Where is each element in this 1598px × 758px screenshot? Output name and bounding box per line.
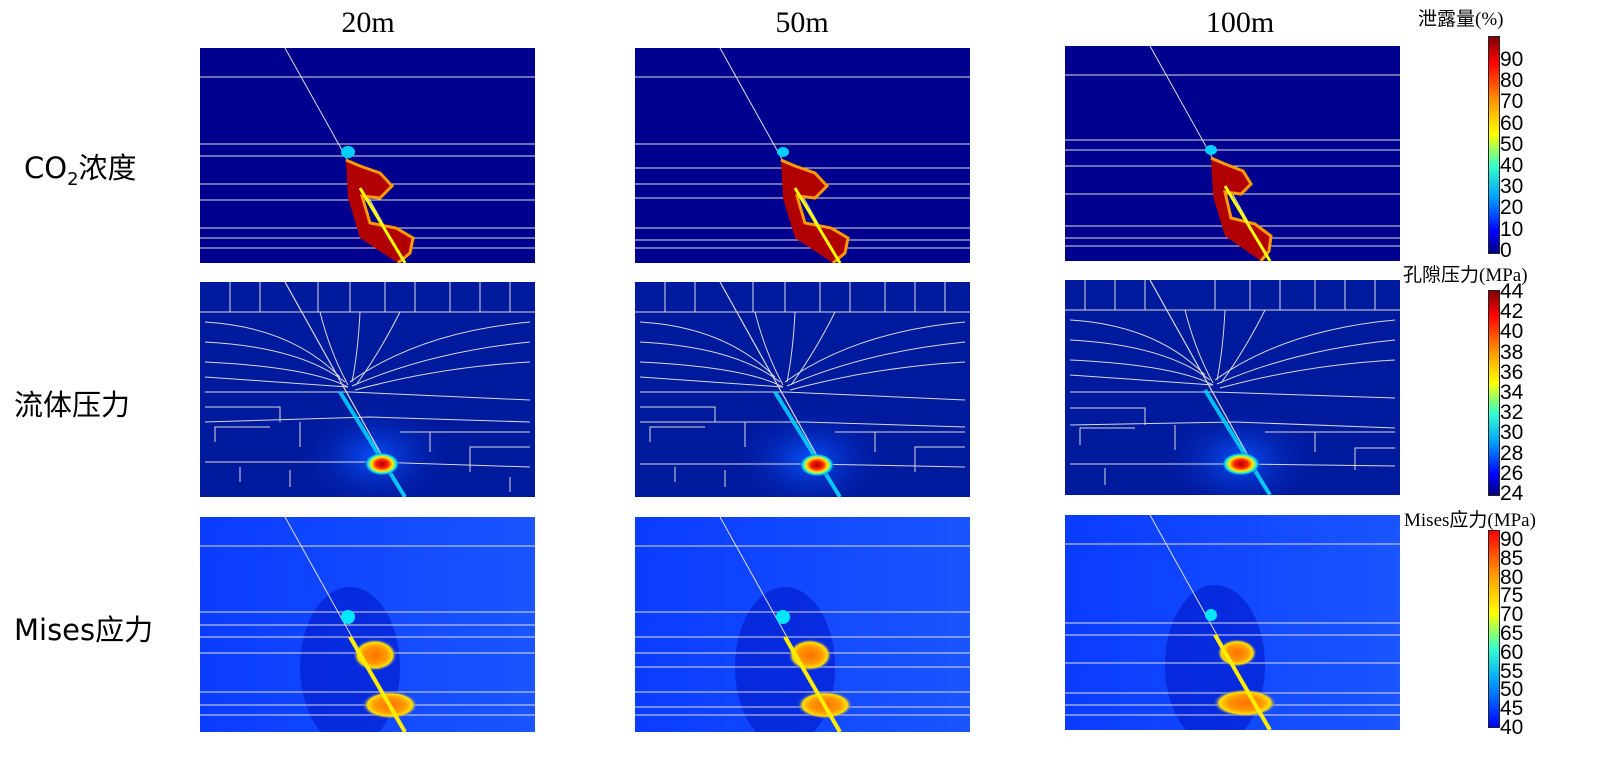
colorbar-tick-label: 26 [1500,461,1524,485]
panel-pressure-50m [635,282,970,497]
column-header-50m: 50m [775,6,829,39]
panel-co2-20m [200,48,535,263]
mises-field-50m [635,517,970,732]
co2-field-50m [635,48,970,263]
row-header-co2-tail: 浓度 [78,151,137,185]
colorbar-tick-label: 42 [1500,300,1524,324]
row-header-co2: CO2浓度 [24,145,137,190]
colorbar-tick-label: 36 [1500,360,1524,384]
colorbar-title-pore-pressure: 孔隙压力(MPa) [1403,265,1528,286]
colorbar-tick-label: 0 [1500,238,1512,262]
colorbar-tick-label: 40 [1500,716,1524,739]
colorbar-tick-label: 90 [1500,48,1524,71]
row-header-co2-sub: 2 [67,168,79,190]
colorbar-tick-label: 28 [1500,441,1524,465]
colorbar-tick-label: 60 [1500,111,1524,135]
panel-mises-20m [200,517,535,732]
colorbar-mises [1488,530,1500,728]
colorbar-tick-label: 38 [1500,340,1524,364]
colorbar-leakage [1488,36,1500,254]
mises-field-100m [1065,515,1400,730]
colorbar-tick-label: 65 [1500,622,1524,645]
colorbar-pore-pressure [1488,290,1500,496]
colorbar-tick-label: 55 [1500,659,1524,683]
colorbar-tick-label: 10 [1500,217,1524,241]
colorbar-tick-label: 80 [1500,69,1524,93]
colorbar-tick-label: 80 [1500,565,1524,589]
pressure-field-100m [1065,280,1400,495]
pressure-field-20m [200,282,535,497]
column-header-100m: 100m [1205,6,1275,39]
colorbar-tick-label: 40 [1500,154,1524,177]
row-header-mises: Mises应力 [14,613,154,647]
colorbar-tick-label: 34 [1500,381,1524,404]
colorbar-tick-label: 70 [1500,603,1524,627]
panel-co2-50m [635,48,970,263]
colorbar-tick-label: 30 [1500,421,1524,445]
colorbar-tick-label: 45 [1500,697,1524,721]
panel-pressure-100m [1065,280,1400,495]
mises-field-20m [200,517,535,732]
colorbar-tick-label: 75 [1500,584,1524,608]
colorbar-tick-label: 24 [1500,482,1524,505]
colorbar-tick-label: 20 [1500,196,1524,220]
colorbar-tick-label: 50 [1500,132,1524,156]
colorbar-tick-label: 32 [1500,401,1524,425]
colorbar-tick-label: 85 [1500,546,1524,570]
colorbar-tick-label: 90 [1500,528,1524,551]
colorbar-tick-label: 40 [1500,320,1524,344]
panel-mises-50m [635,517,970,732]
colorbar-title-leakage: 泄露量(%) [1418,9,1504,30]
row-header-co2-main: CO [24,151,68,185]
column-header-20m: 20m [341,6,395,39]
panel-pressure-20m [200,282,535,497]
co2-field-100m [1065,46,1400,261]
pressure-field-50m [635,282,970,497]
colorbar-tick-label: 44 [1500,280,1524,303]
colorbar-tick-label: 60 [1500,640,1524,664]
row-header-pressure: 流体压力 [14,388,131,422]
colorbar-tick-label: 30 [1500,175,1524,199]
colorbar-tick-label: 50 [1500,678,1524,702]
panel-co2-100m [1065,46,1400,261]
panel-mises-100m [1065,515,1400,730]
co2-field-20m [200,48,535,263]
colorbar-title-mises: Mises应力(MPa) [1404,510,1536,531]
colorbar-tick-label: 70 [1500,90,1524,114]
